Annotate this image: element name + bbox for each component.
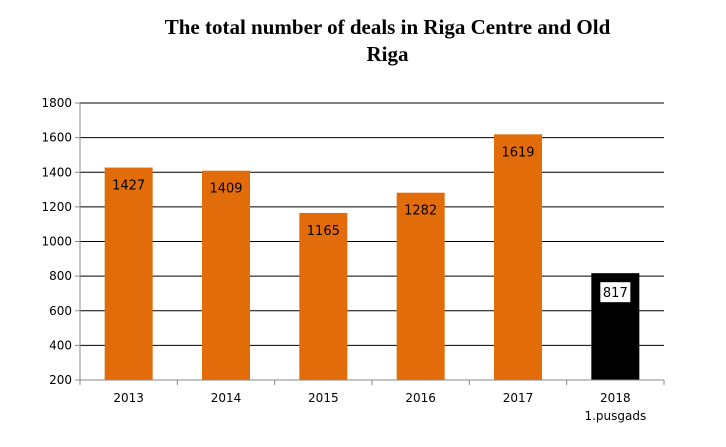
category-sublabel: 1.pusgads bbox=[584, 409, 646, 423]
value-label: 1282 bbox=[404, 204, 437, 219]
y-tick-label: 1400 bbox=[41, 165, 72, 179]
category-label: 2014 bbox=[211, 391, 242, 405]
axes bbox=[75, 102, 665, 385]
bar-2016 bbox=[396, 192, 445, 380]
bar-2013 bbox=[104, 167, 153, 380]
value-label: 1409 bbox=[209, 182, 242, 197]
category-label: 2017 bbox=[503, 391, 534, 405]
category-label: 2016 bbox=[405, 391, 436, 405]
value-label: 1165 bbox=[307, 224, 340, 239]
y-tick-label: 1200 bbox=[41, 200, 72, 214]
y-tick-label: 200 bbox=[49, 373, 72, 387]
value-label-box bbox=[600, 282, 631, 303]
category-label: 2013 bbox=[113, 391, 144, 405]
gridlines bbox=[80, 102, 664, 346]
category-label: 2018 bbox=[600, 391, 631, 405]
y-tick-label: 600 bbox=[49, 304, 72, 318]
y-tick-label: 1800 bbox=[41, 96, 72, 110]
y-tick-label: 1000 bbox=[41, 235, 72, 249]
value-label: 1427 bbox=[112, 179, 145, 194]
labels: 200 400 600 800 1000 1200 1400 1600 1800 1427 2013… bbox=[41, 96, 646, 423]
category-label: 2015 bbox=[308, 391, 339, 405]
bars bbox=[104, 134, 640, 380]
bar-2014 bbox=[202, 170, 250, 380]
chart-title: The total number of deals in Riga Centre… bbox=[0, 14, 726, 68]
chart-title-line-1: The total number of deals in Riga Centre… bbox=[164, 15, 611, 39]
chart-title-line-2: Riga bbox=[366, 42, 409, 66]
y-tick-label: 400 bbox=[49, 338, 72, 352]
bar-2015 bbox=[299, 212, 348, 380]
value-label: 817 bbox=[603, 286, 628, 301]
y-tick-label: 800 bbox=[49, 269, 72, 283]
value-label: 1619 bbox=[501, 145, 534, 160]
y-tick-label: 1600 bbox=[41, 131, 72, 145]
bar-2017 bbox=[494, 134, 542, 380]
